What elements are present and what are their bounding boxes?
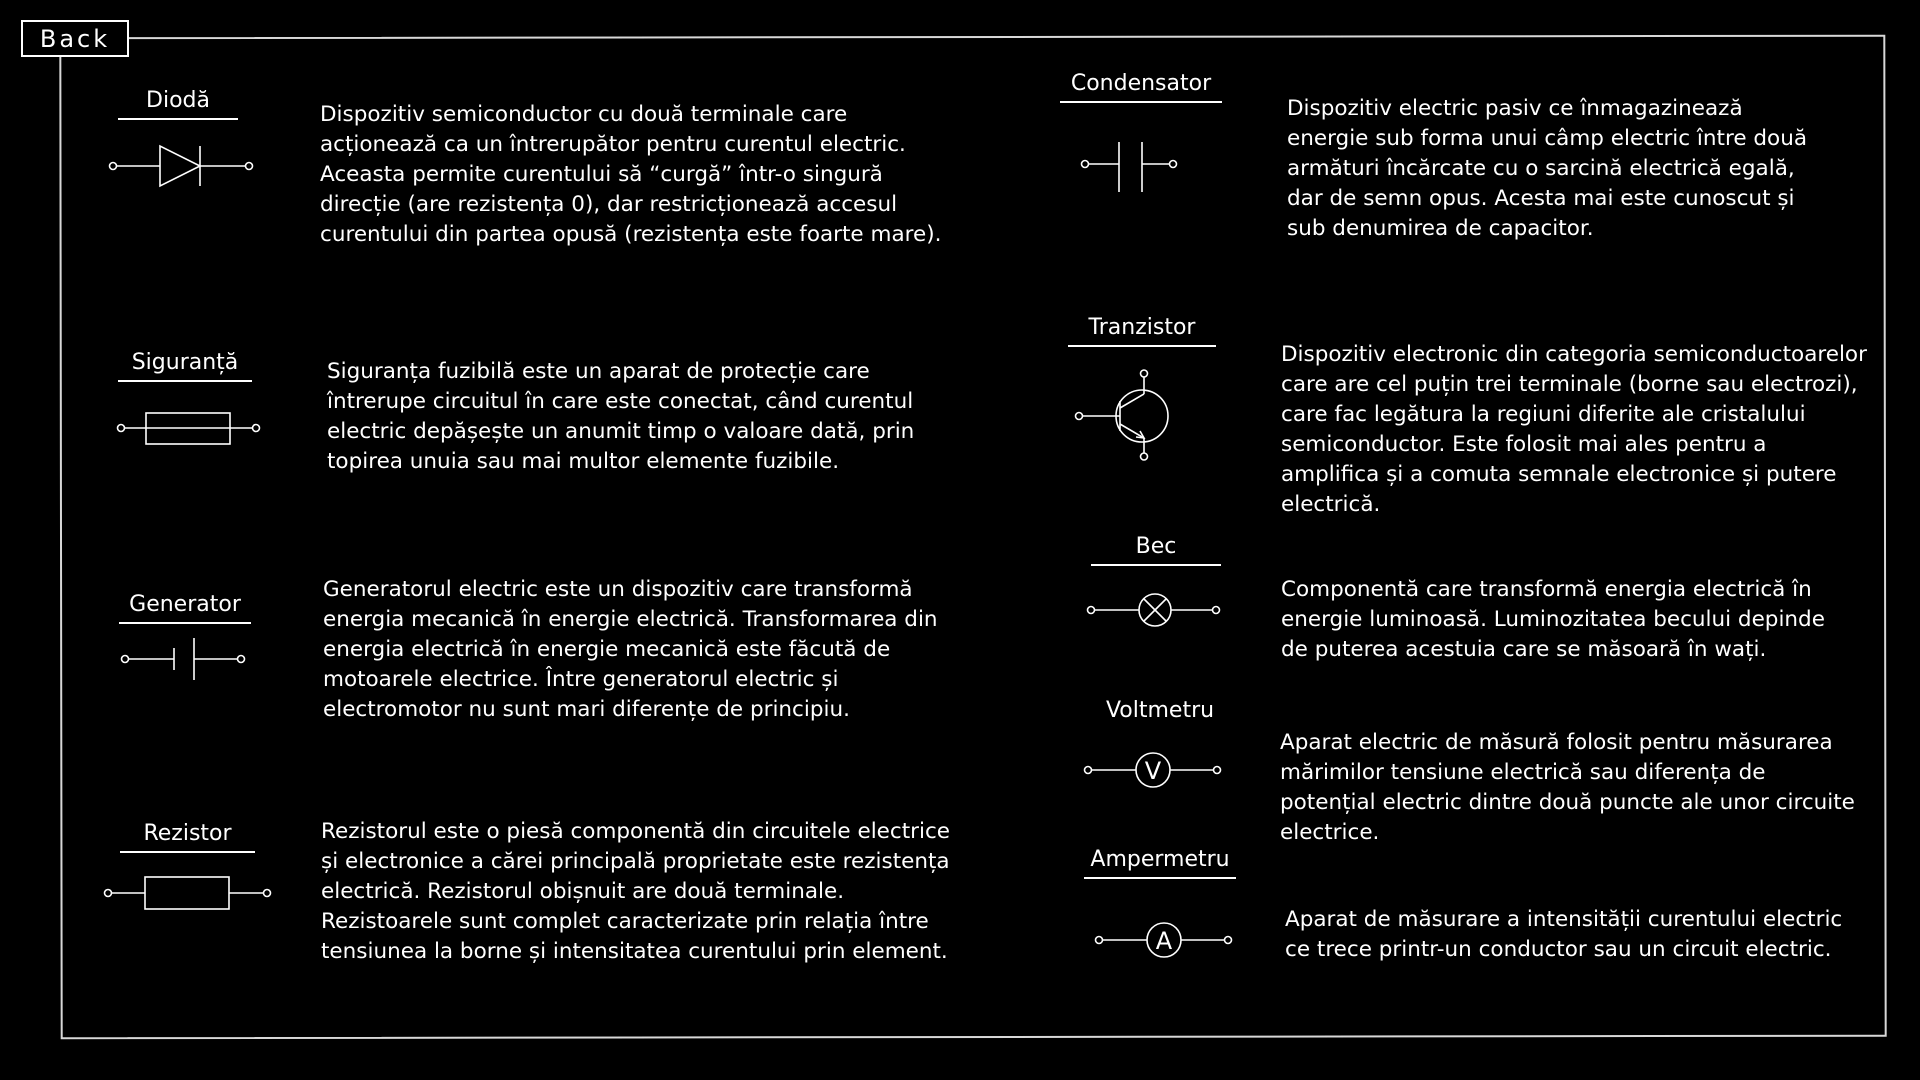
label-siguranta: Siguranță (118, 350, 252, 382)
generator-symbol-icon (120, 636, 250, 682)
description-siguranta: Siguranța fuzibilă este un aparat de pro… (327, 359, 915, 474)
label-condensator: Condensator (1060, 71, 1222, 103)
ammeter-symbol-icon: A (1094, 920, 1234, 960)
label-dioda: Diodă (118, 88, 238, 120)
description-voltmetru: Aparat electric de măsură folosit pentru… (1280, 730, 1855, 845)
label-rezistor: Rezistor (120, 821, 255, 853)
description-rezistor: Rezistorul este o piesă componentă din c… (321, 819, 951, 964)
description-condensator: Dispozitiv electric pasiv ce înmagazinea… (1287, 96, 1807, 241)
label-tranzistor: Tranzistor (1068, 315, 1216, 347)
ammeter-letter: A (1156, 927, 1173, 955)
label-ampermetru: Ampermetru (1084, 847, 1236, 879)
description-generator: Generatorul electric este un dispozitiv … (323, 577, 938, 722)
voltmeter-symbol-icon: V (1083, 750, 1223, 790)
resistor-symbol-icon (103, 873, 273, 915)
diode-symbol-icon (108, 140, 258, 192)
voltmeter-letter: V (1145, 757, 1162, 785)
transistor-symbol-icon (1074, 368, 1174, 462)
description-tranzistor: Dispozitiv electronic din categoria semi… (1281, 342, 1867, 517)
back-button[interactable]: Back (21, 20, 129, 57)
label-bec: Bec (1091, 534, 1221, 566)
label-generator: Generator (119, 592, 251, 624)
description-bec: Componentă care transformă energia elect… (1281, 577, 1825, 662)
capacitor-symbol-icon (1080, 140, 1180, 196)
lamp-symbol-icon (1086, 590, 1222, 630)
description-ampermetru: Aparat de măsurare a intensității curent… (1285, 907, 1843, 962)
description-dioda: Dispozitiv semiconductor cu două termina… (320, 102, 942, 247)
label-voltmetru: Voltmetru (1105, 698, 1215, 723)
fuse-symbol-icon (116, 410, 262, 450)
